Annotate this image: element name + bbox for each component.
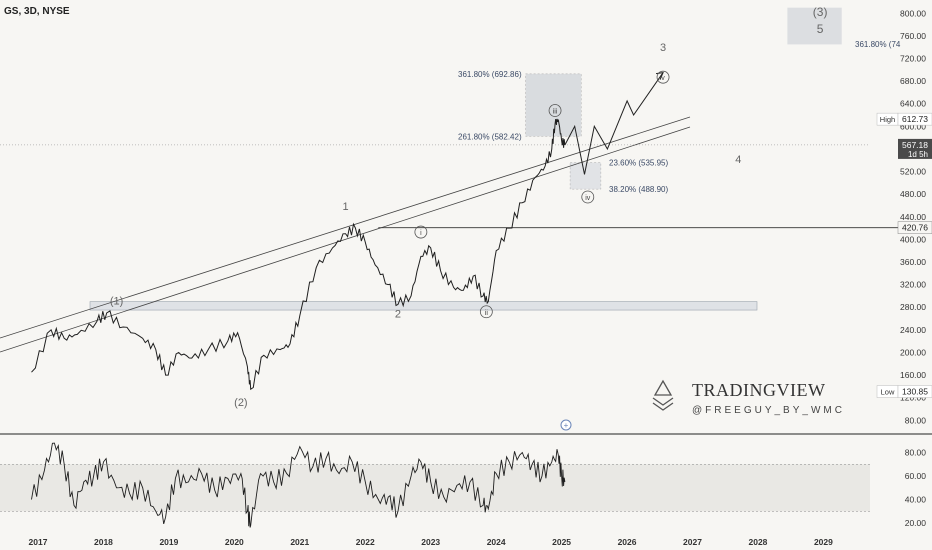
price-axis-tick: 240.00 [900, 325, 926, 335]
price-axis-tick: 520.00 [900, 167, 926, 177]
tradingview-logo-icon [652, 379, 674, 411]
countdown-label: 1d 5h [908, 150, 928, 159]
time-axis-tick: 2024 [487, 537, 506, 547]
wave-label: 3 [660, 42, 666, 54]
time-axis-tick: 2025 [552, 537, 571, 547]
last-price-tag [898, 138, 932, 159]
price-axis-tick: 200.00 [900, 347, 926, 357]
rsi-axis-tick: 40.00 [905, 495, 927, 505]
time-axis-tick: 2023 [421, 537, 440, 547]
price-axis-tick: 320.00 [900, 280, 926, 290]
price-tag-value: 612.73 [902, 114, 928, 124]
add-indicator-button[interactable]: + [560, 419, 572, 431]
price-tag-value: 130.85 [902, 387, 928, 397]
circled-wave-label: ii [485, 310, 489, 317]
rsi-band [0, 464, 870, 512]
wave-label: 4 [735, 154, 741, 166]
circled-wave-marker [548, 104, 562, 117]
fib-level-label: 38.20% (488.90) [609, 185, 668, 194]
rsi-pane[interactable] [0, 442, 870, 528]
circled-wave-marker [414, 225, 428, 239]
wave-label: 1 [343, 201, 349, 213]
fib-level-label: 361.80% (692.86) [458, 70, 522, 79]
watermark-handle: @FREEGUY_BY_WMC [692, 405, 845, 416]
target-box [787, 7, 842, 45]
wave-label: 2 [395, 308, 401, 320]
rsi-series-line [31, 442, 566, 528]
price-tag-box [897, 112, 932, 126]
fib-level-label: 361.80% (74 [855, 40, 901, 49]
circled-wave-marker [479, 305, 493, 319]
price-axis-tick: 280.00 [900, 302, 926, 312]
price-axis-tick: 720.00 [900, 54, 926, 64]
circled-wave-marker [656, 70, 670, 84]
price-axis-tick: 80.00 [905, 415, 927, 425]
price-axis-tick: 160.00 [900, 370, 926, 380]
wave-label: (2) [234, 397, 247, 409]
price-tag-value: 420.76 [902, 223, 928, 233]
circled-wave-marker [581, 190, 595, 204]
projection-path [564, 72, 664, 175]
price-axis-tick: 400.00 [900, 234, 926, 244]
price-axis-tick: 600.00 [900, 121, 926, 131]
price-axis-tick: 360.00 [900, 257, 926, 267]
channel-lower-line [0, 126, 691, 353]
circled-wave-label: iv [585, 195, 591, 202]
time-axis-tick: 2020 [225, 537, 244, 547]
support-zone [89, 301, 758, 311]
time-axis-tick: 2018 [94, 537, 113, 547]
price-pane[interactable]: 361.80% (692.86) 261.80% (582.42) 23.60% (… [0, 5, 932, 435]
price-axis-tick: 640.00 [900, 99, 926, 109]
watermark-title: TRADINGVIEW [692, 380, 825, 400]
price-tag-box [897, 221, 932, 234]
price-axis-tick: 760.00 [900, 31, 926, 41]
wave-label: (3) [813, 5, 828, 19]
fib-retracement-box [569, 162, 602, 190]
fib-level-label: 261.80% (582.42) [458, 132, 522, 141]
time-axis-tick: 2029 [814, 537, 833, 547]
time-axis: 2017 2018 2019 2020 2021 2022 2023 2024 2025 2026… [29, 537, 834, 547]
time-axis-tick: 2021 [290, 537, 309, 547]
price-axis-tick: 680.00 [900, 76, 926, 86]
channel-upper-line [0, 116, 691, 339]
symbol-header: GS, 3D, NYSE [4, 6, 70, 17]
price-tag-title: High [880, 115, 895, 124]
wave-label: (1) [110, 295, 123, 307]
rsi-axis-tick: 80.00 [905, 448, 927, 458]
time-axis-tick: 2028 [748, 537, 767, 547]
price-tag-box [897, 385, 932, 398]
rsi-axis-tick: 60.00 [905, 471, 927, 481]
price-axis: 800.00760.00720.00680.00640.00600.00560.… [876, 8, 932, 528]
fib-level-label: 23.60% (535.95) [609, 159, 668, 168]
time-axis-tick: 2026 [618, 537, 637, 547]
last-price-value: 567.18 [902, 140, 928, 150]
plus-icon: + [564, 421, 569, 430]
circled-wave-label: i [420, 230, 422, 237]
time-axis-tick: 2019 [159, 537, 178, 547]
circled-wave-label: v [661, 75, 665, 82]
rsi-axis-tick: 20.00 [905, 518, 927, 528]
circled-wave-label: iii [553, 109, 558, 116]
time-axis-tick: 2022 [356, 537, 375, 547]
watermark: TRADINGVIEW @FREEGUY_BY_WMC [652, 379, 845, 416]
price-axis-tick: 800.00 [900, 8, 926, 18]
time-axis-tick: 2017 [29, 537, 48, 547]
price-series-line [31, 118, 566, 391]
time-axis-tick: 2027 [683, 537, 702, 547]
wave-label: 5 [817, 22, 824, 36]
price-axis-tick: 440.00 [900, 212, 926, 222]
price-tag-title: Low [881, 388, 895, 397]
price-axis-tick: 480.00 [900, 189, 926, 199]
